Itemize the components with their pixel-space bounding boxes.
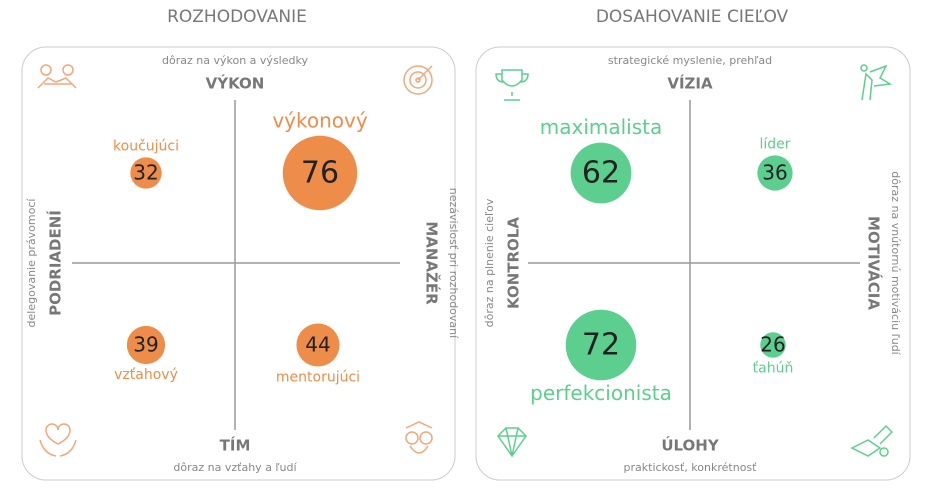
axis-note: delegovanie právomocí — [25, 198, 38, 328]
axis-note: dôraz na vnútornú motiváciu ľudí — [889, 171, 902, 355]
axis-label: MOTIVÁCIA — [865, 216, 884, 310]
quadrant-label: koučujúci — [113, 138, 179, 154]
score-bubble — [282, 135, 358, 211]
axis-label: KONTROLA — [505, 217, 523, 309]
score-value: 62 — [582, 156, 620, 191]
axis-note: dôraz na vzťahy a ľudí — [173, 461, 297, 474]
score-value: 72 — [582, 328, 620, 363]
score-value: 39 — [133, 333, 158, 357]
quadrant-label: výkonový — [272, 108, 368, 132]
axis-label: ÚLOHY — [661, 436, 720, 455]
score-value: 26 — [760, 333, 785, 357]
panel-frame — [475, 46, 911, 481]
axis-note: dôraz na plnenie cieľov — [483, 198, 496, 327]
axis-label: TÍM — [220, 436, 251, 455]
score-bubble — [570, 142, 632, 204]
quadrant-label: mentorujúci — [276, 370, 360, 386]
panel-title: ROZHODOVANIE — [167, 7, 307, 27]
axis-note: praktickosť, konkrétnosť — [624, 461, 758, 474]
score-bubble — [126, 325, 166, 365]
score-bubble — [757, 155, 793, 191]
panel-frame — [21, 46, 456, 481]
panel-title: DOSAHOVANIE CIEĽOV — [596, 7, 789, 27]
quadrant-label: líder — [759, 136, 790, 152]
score-bubble — [130, 157, 162, 189]
axis-note: dôraz na výkon a výsledky — [162, 54, 308, 67]
score-value: 76 — [301, 156, 339, 191]
score-bubble — [565, 309, 637, 381]
score-value: 32 — [133, 161, 158, 185]
icons — [37, 64, 433, 457]
score-value: 36 — [762, 161, 787, 185]
axis-label: VÝKON — [206, 74, 265, 93]
axis-note: strategické myslenie, prehľad — [608, 54, 772, 67]
axis-note: nezávislosť pri rozhodovaní — [447, 188, 460, 339]
quadrant-label: maximalista — [540, 115, 663, 139]
quadrant-label: ťahúň — [753, 361, 794, 377]
axis-label: MANAŽÉR — [423, 221, 442, 305]
icons — [495, 64, 894, 458]
score-value: 44 — [305, 333, 330, 357]
quadrant-label: perfekcionista — [530, 381, 672, 405]
quadrant-label: vzťahový — [114, 367, 178, 383]
score-bubble — [760, 332, 786, 358]
axis-label: VÍZIA — [667, 74, 713, 93]
score-bubble — [296, 323, 340, 367]
axis-label: PODRIADENÍ — [46, 210, 65, 316]
